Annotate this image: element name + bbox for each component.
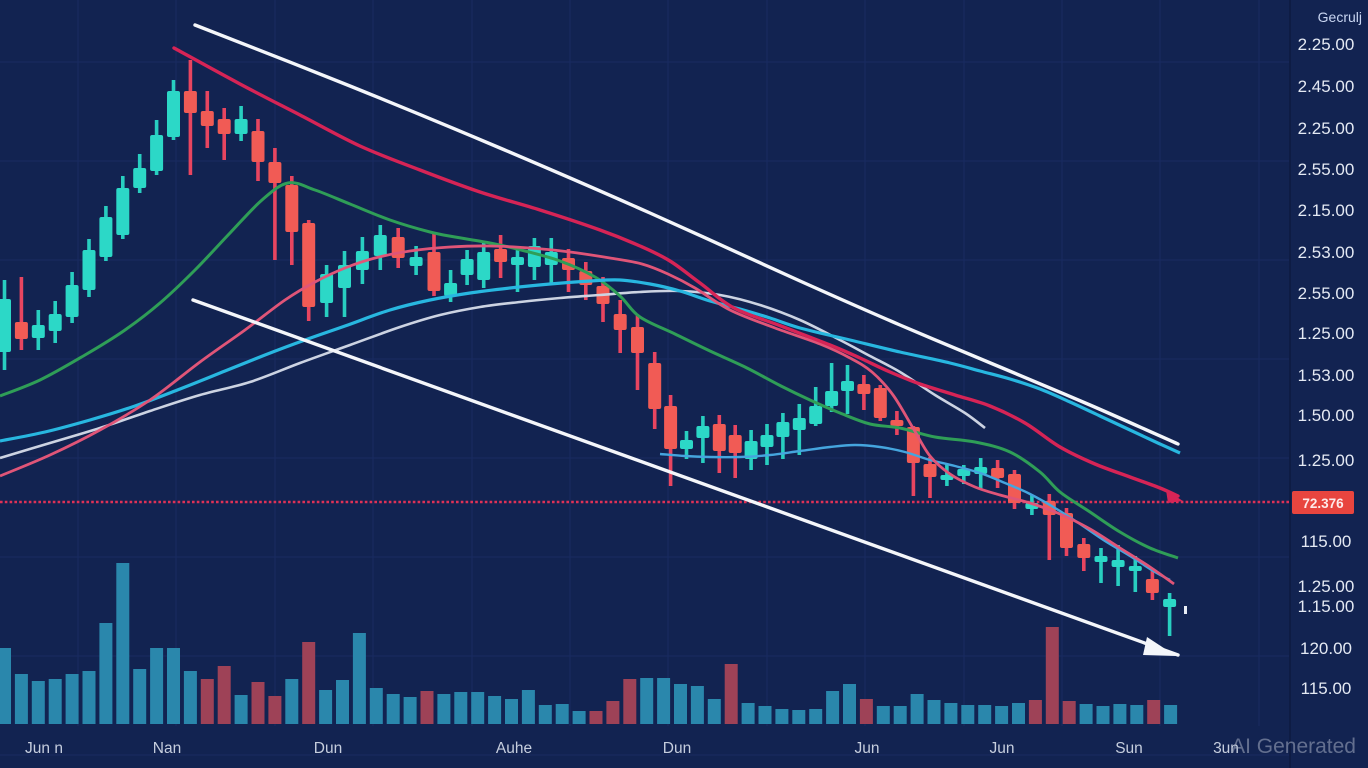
svg-text:1.50.00: 1.50.00 (1298, 406, 1355, 425)
svg-text:1.25.00: 1.25.00 (1298, 577, 1355, 596)
svg-text:3un: 3un (1213, 740, 1239, 757)
svg-text:2.55.00: 2.55.00 (1298, 284, 1355, 303)
svg-text:1.25.00: 1.25.00 (1298, 451, 1355, 470)
svg-text:72.376: 72.376 (1302, 496, 1344, 511)
svg-text:1.25.00: 1.25.00 (1298, 324, 1355, 343)
svg-text:1.53.00: 1.53.00 (1298, 366, 1355, 385)
svg-text:Jun: Jun (990, 740, 1015, 757)
svg-text:Sun: Sun (1115, 740, 1143, 757)
svg-text:Dun: Dun (663, 740, 691, 757)
svg-text:115.00: 115.00 (1301, 679, 1352, 698)
svg-text:120.00: 120.00 (1300, 639, 1352, 658)
svg-text:2.53.00: 2.53.00 (1298, 243, 1355, 262)
svg-text:Dun: Dun (314, 740, 342, 757)
svg-text:Jun n: Jun n (25, 740, 63, 757)
svg-text:2.25.00: 2.25.00 (1298, 35, 1355, 54)
svg-text:2.25.00: 2.25.00 (1298, 119, 1355, 138)
svg-text:Jun: Jun (855, 740, 880, 757)
svg-text:Auhe: Auhe (496, 740, 532, 757)
svg-text:115.00: 115.00 (1301, 532, 1352, 551)
svg-text:2.55.00: 2.55.00 (1298, 160, 1355, 179)
svg-text:2.15.00: 2.15.00 (1298, 201, 1355, 220)
svg-text:AI Generated: AI Generated (1231, 735, 1356, 758)
svg-text:1.15.00: 1.15.00 (1298, 597, 1355, 616)
svg-text:2.45.00: 2.45.00 (1298, 77, 1355, 96)
svg-text:Nan: Nan (153, 740, 181, 757)
svg-text:Gecrulj: Gecrulj (1318, 9, 1362, 25)
